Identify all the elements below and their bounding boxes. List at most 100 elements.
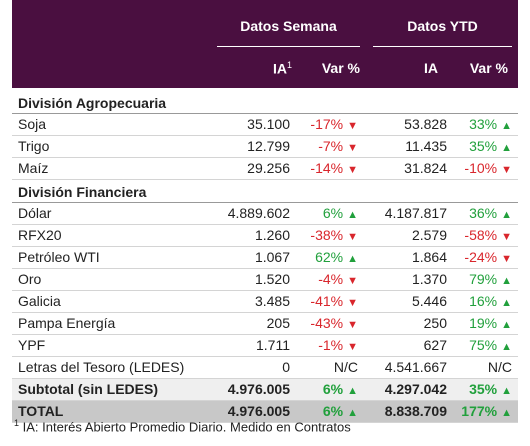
cell-text: Maíz [18, 160, 49, 176]
cell-text: -1% [318, 337, 344, 353]
cell: 1.864 [362, 247, 447, 268]
cell: 6% ▲ [290, 401, 362, 422]
cell: -17% ▼ [290, 114, 362, 135]
cell-text: 4.297.042 [384, 381, 447, 397]
cell-text: Dólar [18, 205, 52, 221]
cell: 2.579 [362, 225, 447, 246]
cell-text: 35% [469, 381, 498, 397]
cell: 1.260 [217, 225, 290, 246]
cell: 4.187.817 [362, 203, 447, 224]
cell: 205 [217, 313, 290, 334]
table-row: Soja 35.100 -17% ▼ 53.828 33% ▲ [12, 114, 518, 136]
cell: 75% ▲ [447, 335, 518, 356]
trend-arrow: ▼ [347, 319, 358, 331]
column-header: Var % [321, 60, 360, 76]
cell: Letras del Tesoro (LEDES) [12, 357, 217, 378]
cell: 53.828 [362, 114, 447, 135]
cell-text: 1.260 [254, 227, 290, 243]
cell: -24% ▼ [447, 247, 518, 268]
table-row: Oro 1.520 -4% ▼ 1.370 79% ▲ [12, 269, 518, 291]
footnote-text: IA: Interés Abierto Promedio Diario. Med… [22, 419, 351, 435]
cell-text: 29.256 [247, 160, 290, 176]
table-row: Trigo 12.799 -7% ▼ 11.435 35% ▲ [12, 136, 518, 158]
cell: -43% ▼ [290, 313, 362, 334]
cell: 1.067 [217, 247, 290, 268]
table-row: Maíz 29.256 -14% ▼ 31.824 -10% ▼ [12, 158, 518, 180]
trend-arrow: ▼ [347, 231, 358, 243]
cell-text: 35% [469, 138, 498, 154]
trend-arrow: ▲ [501, 275, 512, 287]
cell: -14% ▼ [290, 158, 362, 179]
trend-arrow: ▲ [347, 209, 358, 221]
trend-arrow: ▲ [501, 297, 512, 309]
cell-text: -38% [310, 227, 344, 243]
cell: 0 [217, 357, 290, 378]
trend-arrow: ▲ [501, 341, 512, 353]
cell-text: Soja [18, 116, 47, 132]
cell: Trigo [12, 136, 217, 157]
group-header: Datos Semana [217, 18, 360, 47]
cell: 4.976.005 [217, 379, 290, 400]
cell: 4.297.042 [362, 379, 447, 400]
cell: 627 [362, 335, 447, 356]
cell-text: -4% [318, 271, 344, 287]
trend-arrow: ▼ [347, 275, 358, 287]
cell-text: 1.520 [254, 271, 290, 287]
cell-text: 4.889.602 [227, 205, 290, 221]
cell: TOTAL [12, 401, 217, 422]
column-label: IA [272, 60, 287, 77]
table-row: Pampa Energía 205 -43% ▼ 250 19% ▲ [12, 313, 518, 335]
cell: -1% ▼ [290, 335, 362, 356]
cell-text: 3.485 [254, 293, 290, 309]
header: Datos Semana Datos YTD IA1 Var % IA Var … [12, 0, 518, 88]
trend-arrow: ▲ [347, 253, 358, 265]
cell-text: Subtotal (sin LEDES) [18, 381, 158, 397]
cell-text: 6% [322, 205, 344, 221]
table-row: TOTAL 4.976.005 6% ▲ 8.838.709 177% ▲ [12, 401, 518, 423]
cell-text: 79% [469, 271, 498, 287]
cell-text: YPF [18, 337, 46, 353]
cell-text: 35.100 [247, 116, 290, 132]
cell-text: 1.067 [254, 249, 290, 265]
cell-text: Pampa Energía [18, 315, 116, 331]
cell-text: 6% [322, 403, 344, 419]
cell: Soja [12, 114, 217, 135]
cell-text: 4.976.005 [227, 403, 290, 419]
cell: -7% ▼ [290, 136, 362, 157]
trend-arrow: ▲ [501, 407, 512, 419]
trend-arrow: ▲ [347, 385, 358, 397]
cell-text: TOTAL [18, 403, 64, 419]
cell: Dólar [12, 203, 217, 224]
cell-text: -10% [464, 160, 498, 176]
cell-text: N/C [333, 359, 358, 375]
cell-text: 4.187.817 [384, 205, 447, 221]
cell-text: 205 [266, 315, 290, 331]
trend-arrow: ▲ [347, 407, 358, 419]
cell: -4% ▼ [290, 269, 362, 290]
table-row: Galicia 3.485 -41% ▼ 5.446 16% ▲ [12, 291, 518, 313]
column-header: Var % [469, 60, 508, 76]
cell: Petróleo WTI [12, 247, 217, 268]
cell-text: 5.446 [411, 293, 447, 309]
cell-text: 19% [469, 315, 498, 331]
cell: 1.370 [362, 269, 447, 290]
cell: 16% ▲ [447, 291, 518, 312]
trend-arrow: ▲ [501, 319, 512, 331]
trend-arrow: ▲ [501, 385, 512, 397]
cell: 4.976.005 [217, 401, 290, 422]
cell: 35% ▲ [447, 136, 518, 157]
cell: Subtotal (sin LEDES) [12, 379, 217, 400]
cell-text: 4.541.667 [384, 359, 447, 375]
section-header: División Agropecuaria [12, 91, 518, 114]
trend-arrow: ▼ [347, 120, 358, 132]
cell-text: -14% [310, 160, 344, 176]
cell: 1.520 [217, 269, 290, 290]
cell: 4.541.667 [362, 357, 447, 378]
table-body: División Agropecuaria Soja 35.100 -17% ▼ 53.8… [12, 91, 518, 423]
column-header: IA1 [273, 60, 292, 77]
table-row: YPF 1.711 -1% ▼ 627 75% ▲ [12, 335, 518, 357]
cell: YPF [12, 335, 217, 356]
trend-arrow: ▲ [501, 120, 512, 132]
trend-arrow: ▼ [347, 297, 358, 309]
